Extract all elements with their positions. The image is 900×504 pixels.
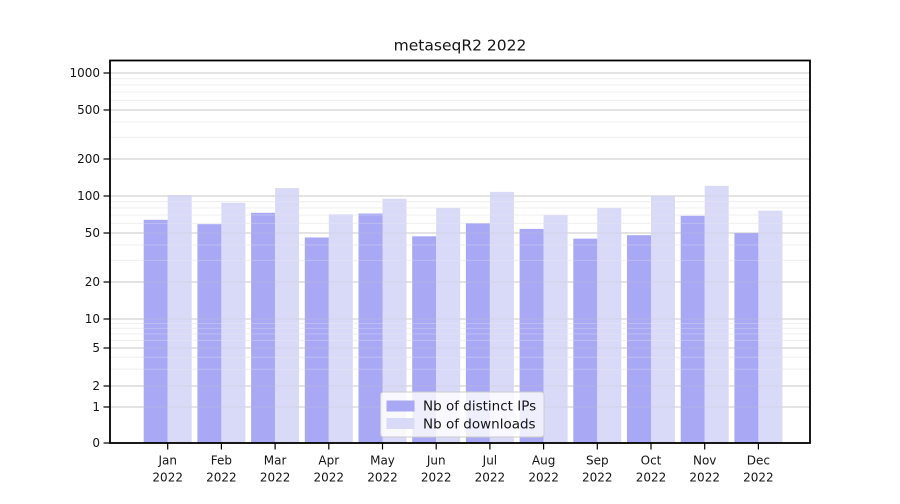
x-tick-label-year: 2022: [206, 471, 237, 485]
bar-distinct-ips-sep: [573, 238, 598, 443]
x-tick-label-year: 2022: [152, 471, 183, 485]
x-tick-label-year: 2022: [528, 471, 559, 485]
y-tick-label: 0: [92, 436, 100, 450]
x-tick-label-month: Apr: [318, 454, 339, 468]
bar-downloads-dec: [758, 210, 783, 443]
bar-downloads-sep: [597, 207, 622, 443]
y-tick-label: 1000: [69, 66, 100, 80]
bar-downloads-mar: [275, 188, 300, 443]
x-tick-label-month: Jul: [482, 454, 497, 468]
y-tick-label: 1: [92, 400, 100, 414]
bar-distinct-ips-dec: [734, 233, 759, 443]
bar-groups: [143, 185, 783, 443]
x-tick-label-month: Dec: [747, 454, 770, 468]
y-tick-label: 5: [92, 341, 100, 355]
x-tick-label-month: Jun: [426, 454, 446, 468]
x-tick-label-month: Aug: [532, 454, 555, 468]
y-tick-label: 20: [85, 275, 100, 289]
y-tick-label: 50: [85, 226, 100, 240]
x-tick-label-month: Feb: [211, 454, 232, 468]
x-tick-label-year: 2022: [582, 471, 613, 485]
x-tick-label-month: Nov: [693, 454, 716, 468]
bar-distinct-ips-mar: [251, 212, 276, 443]
legend-swatch-downloads: [386, 418, 415, 429]
x-tick-label-month: May: [370, 454, 395, 468]
x-tick-label-month: Sep: [586, 454, 609, 468]
x-tick-label-year: 2022: [689, 471, 720, 485]
x-tick-label-year: 2022: [475, 471, 506, 485]
y-tick-label: 200: [77, 152, 100, 166]
plot-frame: [109, 59, 811, 444]
chart-title: metaseqR2 2022: [394, 37, 527, 55]
bar-downloads-apr: [328, 214, 353, 443]
bar-distinct-ips-feb: [197, 224, 222, 443]
gridline-overlay: [110, 72, 810, 408]
bar-downloads-nov: [704, 185, 729, 443]
bar-downloads-oct: [651, 196, 675, 443]
x-tick-label-year: 2022: [421, 471, 452, 485]
y-tick-label: 100: [77, 189, 100, 203]
x-tick-label-month: Jan: [157, 454, 177, 468]
x-tick-label-year: 2022: [743, 471, 774, 485]
x-tick-label-year: 2022: [636, 471, 667, 485]
bar-distinct-ips-may: [358, 213, 383, 443]
y-tick-label: 2: [92, 379, 100, 393]
y-tick-label: 500: [77, 103, 100, 117]
legend-label-distinct-ips: Nb of distinct IPs: [423, 399, 536, 415]
bar-distinct-ips-nov: [680, 215, 705, 443]
legend-swatch-distinct-ips: [386, 400, 415, 412]
bar-downloads-jan: [167, 194, 192, 443]
bar-distinct-ips-oct: [627, 235, 651, 443]
legend-box: [380, 391, 545, 438]
x-tick-label-year: 2022: [260, 471, 291, 485]
legend: Nb of distinct IPs Nb of downloads: [380, 391, 545, 438]
x-axis: Jan 2022 Feb 2022 Mar 2022 Apr 2022 May 2022 Jun 20…: [152, 443, 774, 485]
x-tick-label-year: 2022: [367, 471, 398, 485]
bar-downloads-aug: [543, 215, 568, 443]
bar-distinct-ips-jan: [143, 219, 168, 443]
x-tick-label-month: Oct: [641, 454, 662, 468]
bar-downloads-feb: [221, 202, 246, 443]
bar-distinct-ips-apr: [304, 237, 329, 443]
legend-label-downloads: Nb of downloads: [423, 417, 536, 433]
x-tick-label-year: 2022: [314, 471, 345, 485]
x-tick-label-month: Mar: [264, 454, 287, 468]
y-tick-label: 10: [85, 312, 100, 326]
